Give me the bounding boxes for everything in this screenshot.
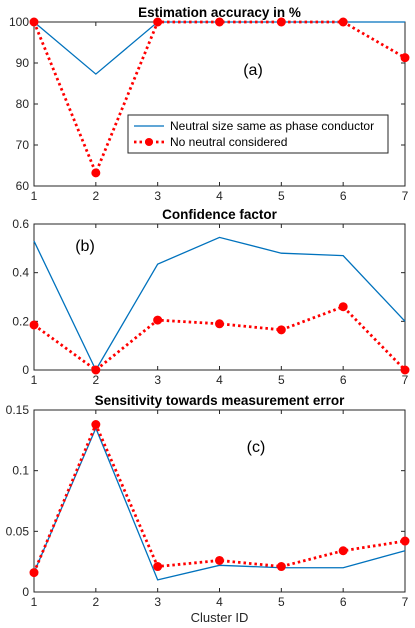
x-tick-label: 2	[92, 373, 99, 387]
y-tick-label: 0.05	[6, 524, 30, 538]
y-tick-label: 70	[16, 138, 30, 152]
y-tick-label: 0.4	[12, 266, 29, 280]
y-tick-label: 0	[22, 585, 29, 599]
y-tick-label: 0.15	[6, 403, 30, 417]
panel-label: (c)	[247, 439, 266, 456]
y-tick-label: 60	[16, 179, 30, 193]
series-line-neutral-same	[33, 236, 406, 372]
data-point-no-neutral	[215, 17, 224, 27]
x-tick-label: 5	[278, 373, 285, 387]
data-point-no-neutral	[276, 562, 286, 572]
data-point-no-neutral	[91, 365, 101, 375]
chart-title: Estimation accuracy in %	[138, 5, 301, 20]
series-line-no-neutral	[33, 305, 407, 372]
x-tick-label: 1	[31, 595, 38, 609]
data-point-no-neutral	[276, 17, 286, 27]
data-point-no-neutral	[276, 325, 286, 335]
x-tick-label: 7	[402, 595, 409, 609]
y-tick-label: 90	[16, 56, 30, 70]
data-point-no-neutral	[215, 555, 224, 565]
chart-panel-3: Sensitivity towards measurement error 1 2 3…	[6, 393, 410, 625]
data-point-no-neutral	[338, 302, 348, 312]
data-point-no-neutral	[153, 17, 163, 27]
data-point-no-neutral	[29, 568, 39, 578]
legend-marker-no-neutral	[145, 138, 153, 146]
x-tick-label: 1	[31, 189, 38, 203]
y-tick-label: 100	[9, 15, 29, 29]
x-tick-label: 2	[92, 189, 99, 203]
y-tick-label: 80	[16, 97, 30, 111]
x-tick-label: 5	[278, 595, 285, 609]
x-tick-label: 7	[402, 373, 409, 387]
x-tick-label: 2	[92, 595, 99, 609]
chart-panel-1: Estimation accuracy in % 1 2 3 4 5 6 7 60 70 80 90 1…	[9, 5, 410, 203]
chart-title: Confidence factor	[162, 207, 278, 222]
x-tick-label: 6	[340, 373, 347, 387]
x-tick-label: 6	[340, 595, 347, 609]
x-tick-label: 3	[154, 189, 161, 203]
legend-entry-label: No neutral considered	[170, 135, 287, 149]
data-point-no-neutral	[29, 17, 39, 27]
panel-label: (a)	[243, 62, 263, 79]
legend-box	[127, 114, 389, 154]
series-line-neutral-same	[33, 21, 405, 75]
x-tick-label: 3	[154, 595, 161, 609]
x-tick-label: 7	[402, 189, 409, 203]
data-point-no-neutral	[400, 536, 410, 546]
data-point-no-neutral	[400, 53, 410, 63]
series-line-no-neutral	[32, 420, 406, 574]
data-point-no-neutral	[338, 546, 348, 556]
x-tick-label: 5	[278, 189, 285, 203]
legend-entry-label: Neutral size same as phase conductor	[170, 119, 374, 133]
data-point-no-neutral	[400, 365, 410, 375]
x-tick-label: 3	[154, 373, 161, 387]
data-point-no-neutral	[153, 562, 163, 572]
x-tick-label: 1	[31, 373, 38, 387]
chart-title: Sensitivity towards measurement error	[95, 393, 346, 408]
data-point-no-neutral	[91, 420, 101, 430]
data-point-no-neutral	[215, 319, 224, 329]
y-tick-label: 0.6	[12, 217, 29, 231]
x-axis-label: Cluster ID	[191, 610, 249, 625]
data-point-no-neutral	[29, 320, 39, 330]
legend: Neutral size same as phase conductor No n…	[127, 114, 389, 154]
y-tick-label: 0.2	[12, 314, 29, 328]
data-point-no-neutral	[153, 315, 163, 325]
data-point-no-neutral	[338, 17, 348, 27]
x-tick-label: 6	[340, 189, 347, 203]
chart-panel-2: Confidence factor 1 2 3 4 5 6 7 0 0.2 0.4 0.6 (b)	[12, 207, 410, 387]
x-tick-label: 4	[216, 595, 223, 609]
y-tick-label: 0.1	[12, 464, 29, 478]
panel-label: (b)	[75, 238, 95, 255]
x-tick-label: 4	[216, 373, 223, 387]
y-tick-label: 0	[22, 363, 29, 377]
data-point-no-neutral	[91, 168, 101, 178]
x-tick-label: 4	[216, 189, 223, 203]
